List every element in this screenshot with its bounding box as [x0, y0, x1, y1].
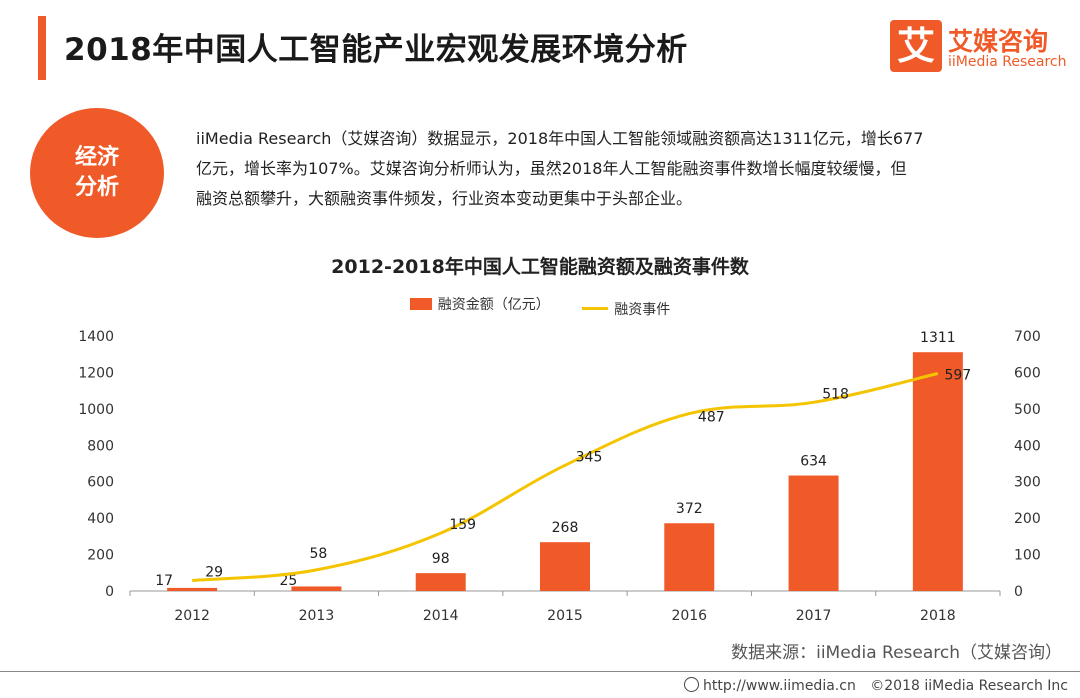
y-left-tick-label: 600	[87, 475, 114, 491]
y-left-tick-label: 200	[87, 548, 114, 564]
logo-mark: 艾	[890, 20, 942, 72]
page-title: 2018年中国人工智能产业宏观发展环境分析	[64, 32, 688, 68]
bar-value-label: 17	[155, 573, 173, 589]
chart-legend: 融资金额（亿元） 融资事件	[0, 294, 1080, 319]
legend-label-bar: 融资金额（亿元）	[437, 297, 550, 313]
title-accent-bar	[38, 16, 46, 80]
bar	[540, 542, 590, 591]
y-right-tick-label: 100	[1014, 548, 1041, 564]
y-right-tick-label: 600	[1014, 365, 1041, 381]
globe-icon	[684, 677, 699, 692]
series-line-events	[192, 372, 939, 582]
bar-value-label: 634	[800, 454, 827, 470]
chart-title: 2012-2018年中国人工智能融资额及融资事件数	[331, 256, 749, 278]
y-right-tick-label: 700	[1014, 329, 1041, 345]
line-value-label: 518	[822, 386, 849, 402]
data-source: 数据来源：iiMedia Research（艾媒咨询）	[731, 643, 1062, 663]
legend-label-line: 融资事件	[614, 301, 671, 318]
bar	[415, 573, 466, 591]
logo-english-name: iiMedia Research	[948, 54, 1067, 70]
y-left-tick-label: 0	[105, 584, 114, 600]
line-value-label: 597	[944, 368, 971, 384]
x-tick-label: 2015	[547, 608, 583, 624]
x-tick-label: 2012	[174, 608, 210, 624]
y-right-tick-label: 300	[1014, 475, 1041, 491]
x-tick-label: 2014	[423, 608, 459, 624]
summary-line3: 融资总额攀升，大额融资事件频发，行业资本变动更集中于头部企业。	[196, 189, 693, 208]
legend-swatch-bar	[409, 298, 432, 310]
y-left-tick-label: 1000	[78, 402, 114, 418]
x-tick-label: 2013	[299, 608, 335, 624]
bar-value-label: 98	[432, 551, 450, 567]
line-value-label: 29	[205, 564, 223, 580]
line-value-label: 159	[449, 517, 476, 533]
bar	[788, 475, 839, 591]
line-value-label: 487	[698, 410, 725, 426]
x-tick-label: 2018	[920, 608, 956, 624]
logo-chinese-name: 艾媒咨询	[948, 27, 1049, 56]
y-left-tick-label: 1200	[78, 365, 114, 381]
line-value-label: 345	[576, 449, 603, 465]
summary-text: iiMedia Research（艾媒咨询）数据显示，2018年中国人工智能领域…	[196, 124, 1016, 214]
footer-divider	[0, 671, 1080, 672]
legend-item-line: 融资事件	[582, 299, 670, 319]
y-right-tick-label: 400	[1014, 438, 1041, 454]
legend-item-bar: 融资金额（亿元）	[409, 294, 550, 314]
y-left-tick-label: 800	[87, 438, 114, 454]
y-right-tick-label: 0	[1014, 584, 1023, 600]
combo-chart: 0 200 400 600 800 1000 1200 1400 0 100 200 300 400 50…	[78, 329, 1041, 624]
economic-analysis-badge: 经济 分析	[30, 108, 164, 238]
legend-swatch-line	[582, 307, 609, 310]
bar	[291, 586, 342, 591]
brand-logo: 艾 艾媒咨询 iiMedia Research	[890, 20, 1070, 76]
badge-line2: 分析	[74, 175, 119, 200]
bar-value-label: 372	[676, 501, 703, 517]
bar-value-label: 1311	[920, 330, 956, 346]
footer-copyright: ©2018 iiMedia Research Inc	[870, 678, 1068, 694]
bar-value-label: 268	[552, 520, 579, 536]
y-left-tick-label: 1400	[78, 329, 114, 345]
bar	[664, 523, 715, 591]
x-tick-label: 2016	[671, 608, 707, 624]
bar	[167, 587, 218, 591]
bar	[912, 352, 963, 591]
footer-url[interactable]: http://www.iimedia.cn	[703, 678, 856, 694]
y-right-tick-label: 200	[1014, 511, 1041, 527]
footer: http://www.iimedia.cn ©2018 iiMedia Rese…	[674, 677, 1068, 694]
bar-value-label: 25	[280, 573, 298, 589]
line-value-label: 58	[310, 546, 328, 562]
x-tick-label: 2017	[796, 608, 832, 624]
y-right-tick-label: 500	[1014, 402, 1041, 418]
badge-line1: 经济	[74, 145, 119, 170]
y-left-tick-label: 400	[87, 511, 114, 527]
summary-line1: iiMedia Research（艾媒咨询）数据显示，2018年中国人工智能领域…	[196, 129, 924, 148]
summary-line2: 亿元，增长率为107%。艾媒咨询分析师认为，虽然2018年人工智能融资事件数增长…	[196, 159, 907, 178]
